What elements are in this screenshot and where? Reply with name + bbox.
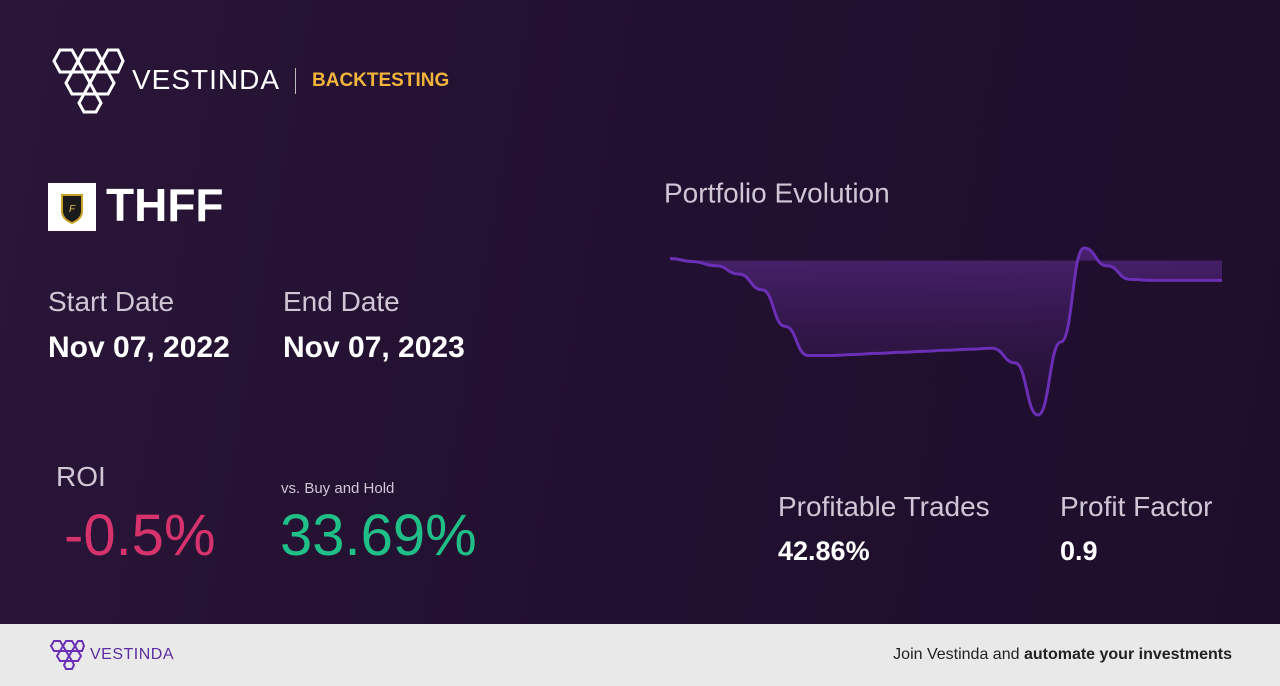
ticker: THFF bbox=[106, 179, 224, 231]
svg-text:F: F bbox=[69, 204, 76, 215]
ticker-logo: F bbox=[48, 183, 96, 231]
card: VESTINDA BACKTESTING F THFF Start Date N… bbox=[0, 0, 1280, 624]
area bbox=[670, 248, 1222, 415]
end-label: End Date bbox=[283, 286, 400, 317]
start-label: Start Date bbox=[48, 286, 175, 317]
footer-brand: VESTINDA bbox=[90, 646, 175, 663]
footer: VESTINDA Join Vestinda and automate your… bbox=[0, 624, 1280, 686]
footer-logo bbox=[49, 640, 86, 670]
line bbox=[669, 246, 1222, 417]
start-value: Nov 07, 2022 bbox=[48, 331, 230, 364]
chart: Portfolio Evolution bbox=[664, 177, 1222, 417]
pf-value: 0.9 bbox=[1060, 536, 1098, 566]
pt-value: 42.86% bbox=[778, 536, 870, 566]
pf-label: Profit Factor bbox=[1060, 491, 1213, 522]
cta-text: Join Vestinda and bbox=[893, 646, 1024, 663]
bh-value: 33.69% bbox=[280, 503, 477, 568]
section: BACKTESTING bbox=[312, 70, 450, 91]
bh-label: vs. Buy and Hold bbox=[281, 480, 395, 497]
brand: VESTINDA bbox=[132, 64, 281, 95]
footer-cta: Join Vestinda and automate your investme… bbox=[893, 646, 1232, 664]
chart-title: Portfolio Evolution bbox=[664, 177, 890, 208]
roi-value: -0.5% bbox=[64, 503, 216, 568]
separator bbox=[295, 68, 296, 94]
pt-label: Profitable Trades bbox=[778, 491, 990, 522]
roi-label: ROI bbox=[56, 461, 106, 492]
logo bbox=[52, 48, 125, 114]
cta-bold: automate your investments bbox=[1023, 646, 1232, 663]
end-value: Nov 07, 2023 bbox=[283, 331, 465, 364]
